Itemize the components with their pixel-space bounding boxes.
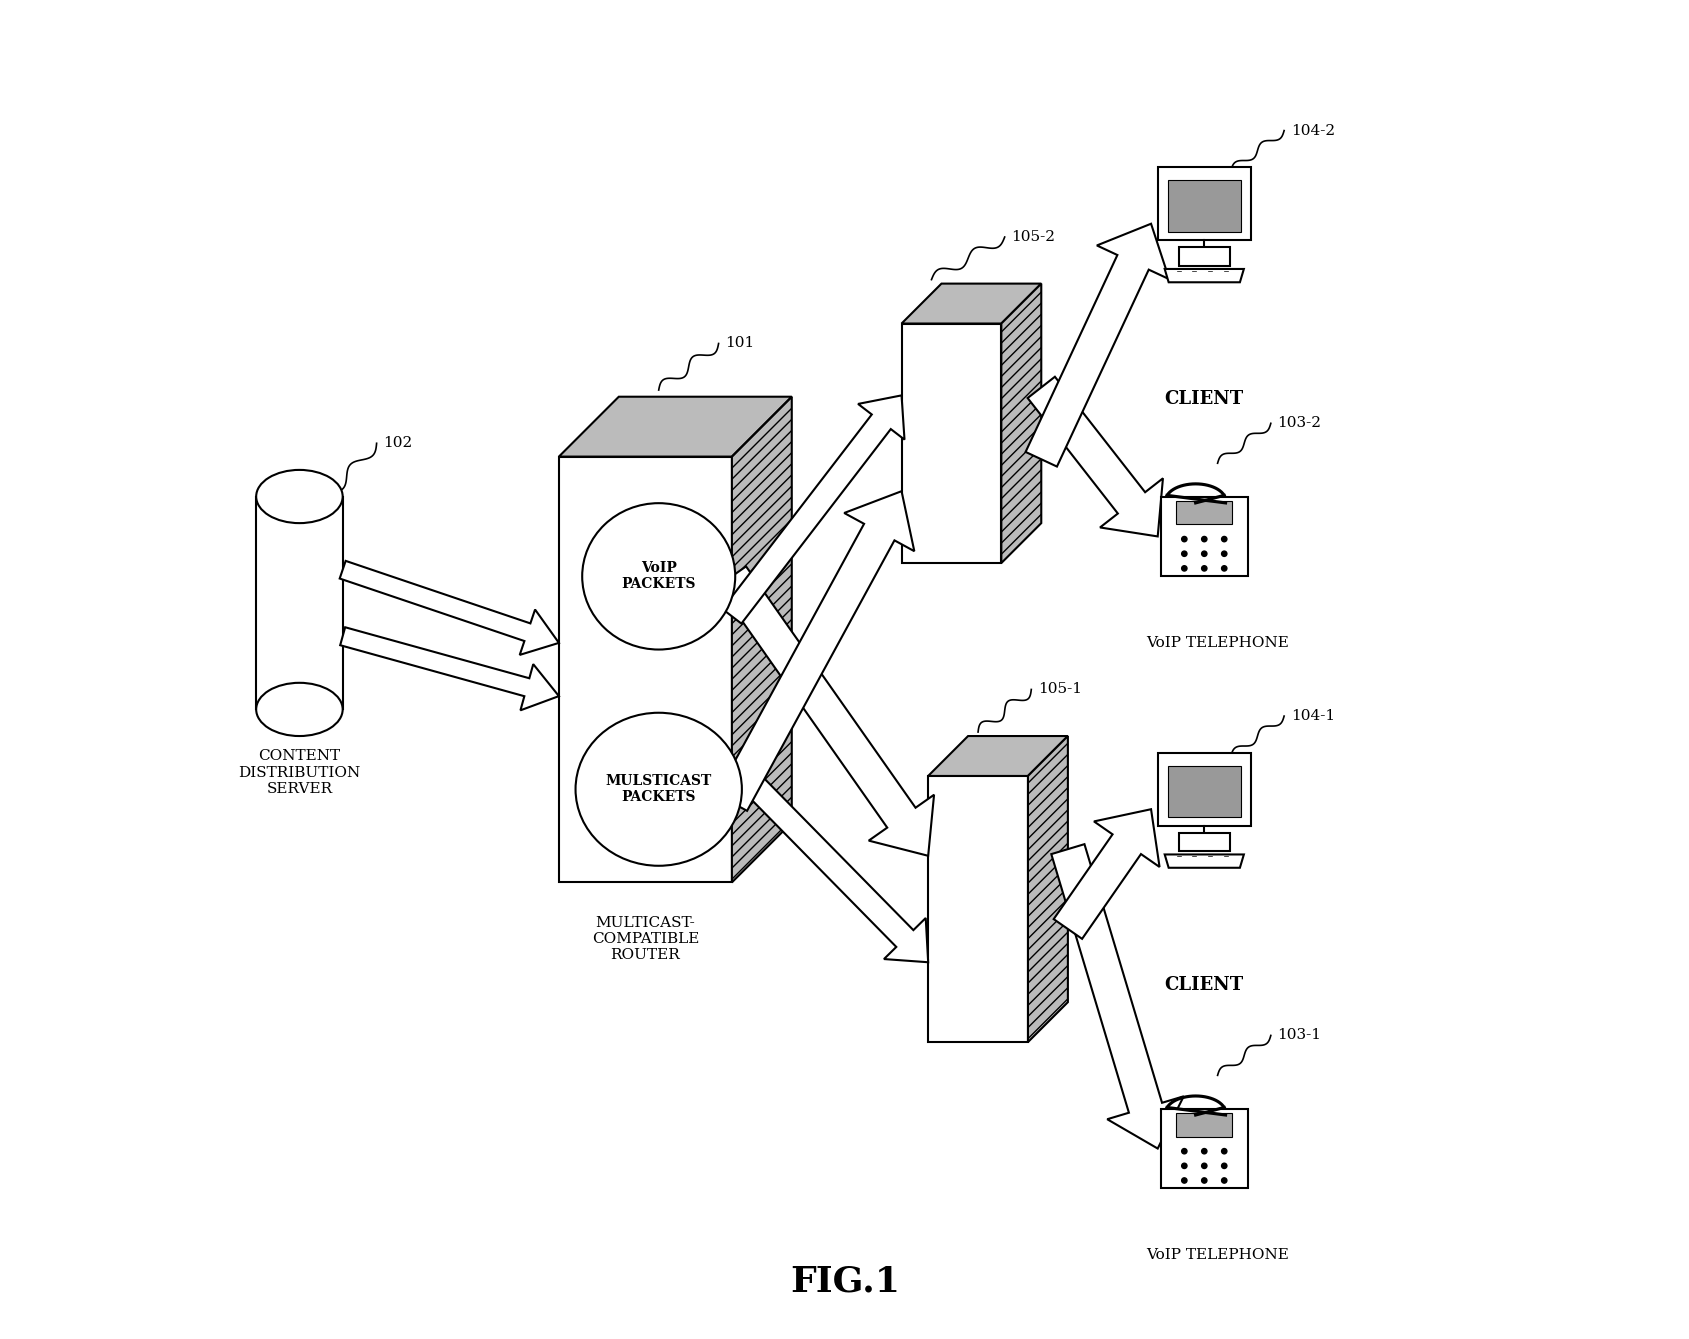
Circle shape — [1181, 1164, 1186, 1169]
Circle shape — [1201, 552, 1206, 557]
Text: 101: 101 — [725, 336, 753, 351]
Text: 105-1: 105-1 — [1037, 683, 1081, 696]
Circle shape — [1181, 1149, 1186, 1154]
Polygon shape — [718, 566, 934, 856]
Polygon shape — [1025, 224, 1169, 466]
Polygon shape — [1167, 181, 1240, 232]
Ellipse shape — [576, 712, 741, 866]
Polygon shape — [559, 457, 731, 882]
Text: 103-2: 103-2 — [1277, 416, 1321, 430]
Circle shape — [1221, 565, 1226, 570]
Text: 104-2: 104-2 — [1290, 123, 1334, 138]
Circle shape — [1181, 552, 1186, 557]
Circle shape — [1221, 537, 1226, 542]
Circle shape — [1201, 537, 1206, 542]
Text: CLIENT: CLIENT — [1164, 390, 1243, 408]
Text: 102: 102 — [383, 437, 412, 450]
Circle shape — [1201, 1178, 1206, 1184]
Polygon shape — [1002, 284, 1040, 562]
Polygon shape — [1177, 833, 1230, 852]
Text: 105-2: 105-2 — [1010, 230, 1054, 244]
Polygon shape — [1177, 246, 1230, 265]
Polygon shape — [723, 754, 927, 963]
Polygon shape — [1167, 766, 1240, 817]
Circle shape — [1181, 565, 1186, 570]
Text: VoIP
PACKETS: VoIP PACKETS — [622, 561, 696, 592]
Polygon shape — [1164, 269, 1243, 283]
Polygon shape — [339, 561, 559, 655]
Polygon shape — [257, 497, 343, 710]
Polygon shape — [1052, 809, 1159, 939]
Circle shape — [1201, 1164, 1206, 1169]
Polygon shape — [1157, 753, 1250, 826]
Circle shape — [1221, 1149, 1226, 1154]
Circle shape — [1181, 537, 1186, 542]
Text: MULSTICAST
PACKETS: MULSTICAST PACKETS — [605, 774, 711, 805]
Text: 104-1: 104-1 — [1290, 710, 1334, 723]
Circle shape — [1201, 1149, 1206, 1154]
Circle shape — [1221, 1164, 1226, 1169]
Polygon shape — [927, 736, 1067, 777]
Polygon shape — [1160, 1109, 1246, 1189]
Text: 103-1: 103-1 — [1277, 1028, 1321, 1043]
Text: CONTENT
DISTRIBUTION
SERVER: CONTENT DISTRIBUTION SERVER — [238, 750, 360, 795]
Polygon shape — [1164, 854, 1243, 868]
Polygon shape — [1027, 736, 1067, 1042]
Circle shape — [1221, 1178, 1226, 1184]
Polygon shape — [900, 284, 1040, 324]
Polygon shape — [1176, 1113, 1231, 1137]
Polygon shape — [1160, 497, 1246, 576]
Circle shape — [1181, 1178, 1186, 1184]
Polygon shape — [731, 396, 792, 882]
Polygon shape — [900, 324, 1002, 562]
Polygon shape — [716, 491, 914, 811]
Polygon shape — [721, 395, 904, 624]
Polygon shape — [1051, 844, 1182, 1149]
Polygon shape — [1027, 376, 1162, 537]
Polygon shape — [339, 627, 559, 710]
Polygon shape — [927, 777, 1027, 1042]
Text: VoIP TELEPHONE: VoIP TELEPHONE — [1145, 1248, 1289, 1263]
Text: MULTICAST-
COMPATIBLE
ROUTER: MULTICAST- COMPATIBLE ROUTER — [591, 916, 699, 963]
Polygon shape — [1176, 501, 1231, 525]
Polygon shape — [559, 396, 792, 457]
Ellipse shape — [581, 503, 735, 649]
Text: FIG.1: FIG.1 — [789, 1264, 900, 1299]
Ellipse shape — [257, 470, 343, 524]
Circle shape — [1221, 552, 1226, 557]
Circle shape — [1201, 565, 1206, 570]
Polygon shape — [1157, 167, 1250, 241]
Text: VoIP TELEPHONE: VoIP TELEPHONE — [1145, 636, 1289, 651]
Text: CLIENT: CLIENT — [1164, 976, 1243, 994]
Ellipse shape — [257, 683, 343, 736]
